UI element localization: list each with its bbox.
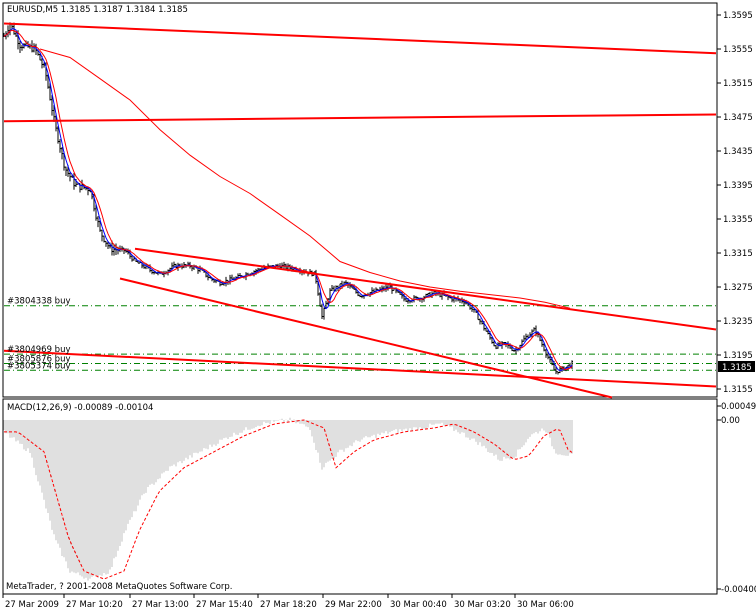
macd-tick-label: -0.00400 xyxy=(721,585,756,595)
trend-line xyxy=(3,349,717,388)
price-tick-label: 1.3395 xyxy=(723,181,753,191)
current-price-value: 1.3185 xyxy=(722,363,752,373)
order-label: #3804969 buy xyxy=(7,345,71,355)
price-tick-label: 1.3555 xyxy=(723,45,753,55)
price-tick-label: 1.3195 xyxy=(723,351,753,361)
macd-tick-label: 0.00049 xyxy=(721,402,756,412)
macd-tick-label: 0.00 xyxy=(721,416,740,426)
time-tick-label: 30 Mar 03:20 xyxy=(454,600,511,610)
time-tick-label: 27 Mar 18:20 xyxy=(260,600,317,610)
price-tick-label: 1.3315 xyxy=(723,249,753,259)
macd-axis: 0.00049 0.00 -0.00400 xyxy=(717,402,756,595)
ma-mid-line xyxy=(3,29,573,371)
time-tick-label: 30 Mar 06:00 xyxy=(517,600,574,610)
price-axis: 1.3595 1.3555 1.3515 1.3475 1.3435 1.3395 1.33… xyxy=(717,11,753,395)
order-labels: #3804338 buy #3804969 buy#3805876 buy#380… xyxy=(7,297,71,372)
main-header-text: EURUSD,M5 1.3185 1.3187 1.3184 1.3185 xyxy=(7,5,188,15)
time-tick-label: 27 Mar 10:20 xyxy=(66,600,123,610)
trend-line xyxy=(3,113,717,123)
price-tick-label: 1.3155 xyxy=(723,385,753,395)
current-price-tag: 1.3185 xyxy=(718,361,755,373)
order-label: #3805374 buy xyxy=(7,361,71,371)
macd-plot xyxy=(3,417,573,581)
trend-line xyxy=(134,247,717,331)
order-label: #3805876 buy xyxy=(7,355,71,365)
price-plot xyxy=(3,22,717,399)
ma-slow-line xyxy=(39,48,571,309)
price-tick-label: 1.3515 xyxy=(723,79,753,89)
time-tick-label: 27 Mar 13:00 xyxy=(132,600,189,610)
order-label: #3804338 buy xyxy=(7,297,71,307)
main-chart-frame xyxy=(2,2,718,398)
price-tick-label: 1.3435 xyxy=(723,147,753,157)
time-tick-label: 30 Mar 00:40 xyxy=(390,600,447,610)
macd-signal-line xyxy=(4,419,573,580)
price-tick-label: 1.3235 xyxy=(723,317,753,327)
time-tick-label: 27 Mar 15:40 xyxy=(196,600,253,610)
trend-line xyxy=(3,22,717,55)
price-tick-label: 1.3355 xyxy=(723,215,753,225)
time-tick-label: 29 Mar 22:00 xyxy=(325,600,382,610)
time-tick-label: 27 Mar 2009 xyxy=(5,600,59,610)
price-tick-label: 1.3595 xyxy=(723,11,753,21)
price-tick-label: 1.3475 xyxy=(723,113,753,123)
time-axis: 27 Mar 2009 27 Mar 10:20 27 Mar 13:00 27 Ma… xyxy=(2,594,574,610)
price-tick-label: 1.3275 xyxy=(723,283,753,293)
macd-header-text: MACD(12,26,9) -0.00089 -0.00104 xyxy=(7,403,153,413)
copyright-text: MetaTrader, ? 2001-2008 MetaQuotes Softw… xyxy=(6,582,233,592)
